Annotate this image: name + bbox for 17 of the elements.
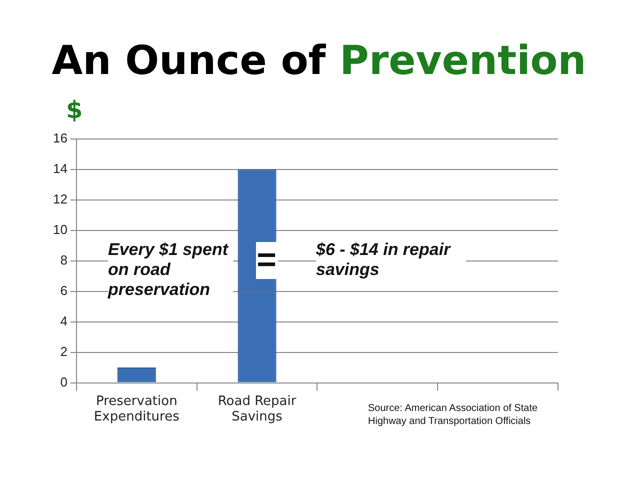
y-tick-label: 12: [52, 191, 68, 206]
y-tick-label: 10: [52, 222, 68, 237]
x-tick-label: Road Repair Savings: [218, 394, 297, 425]
chart-title: An Ounce of Prevention: [50, 38, 588, 84]
annotation: Every $1 spent on road preservation: [108, 240, 233, 300]
y-tick-label: 0: [60, 374, 68, 390]
y-tick-label: 16: [52, 130, 68, 146]
y-tick-label: 2: [60, 344, 68, 359]
y-axis-title: $: [66, 96, 83, 124]
x-tick-label: Preservation Expenditures: [94, 394, 180, 425]
y-tick-label: 8: [60, 252, 68, 268]
y-tick-label: 6: [60, 282, 68, 298]
y-tick-label: 4: [60, 313, 68, 328]
y-tick-label: 14: [52, 160, 68, 176]
annotation: $6 - $14 in repair savings: [316, 240, 466, 280]
annotation: =: [256, 241, 278, 279]
source-note: Source: American Association of State Highway and Transportation Officials: [368, 402, 568, 428]
